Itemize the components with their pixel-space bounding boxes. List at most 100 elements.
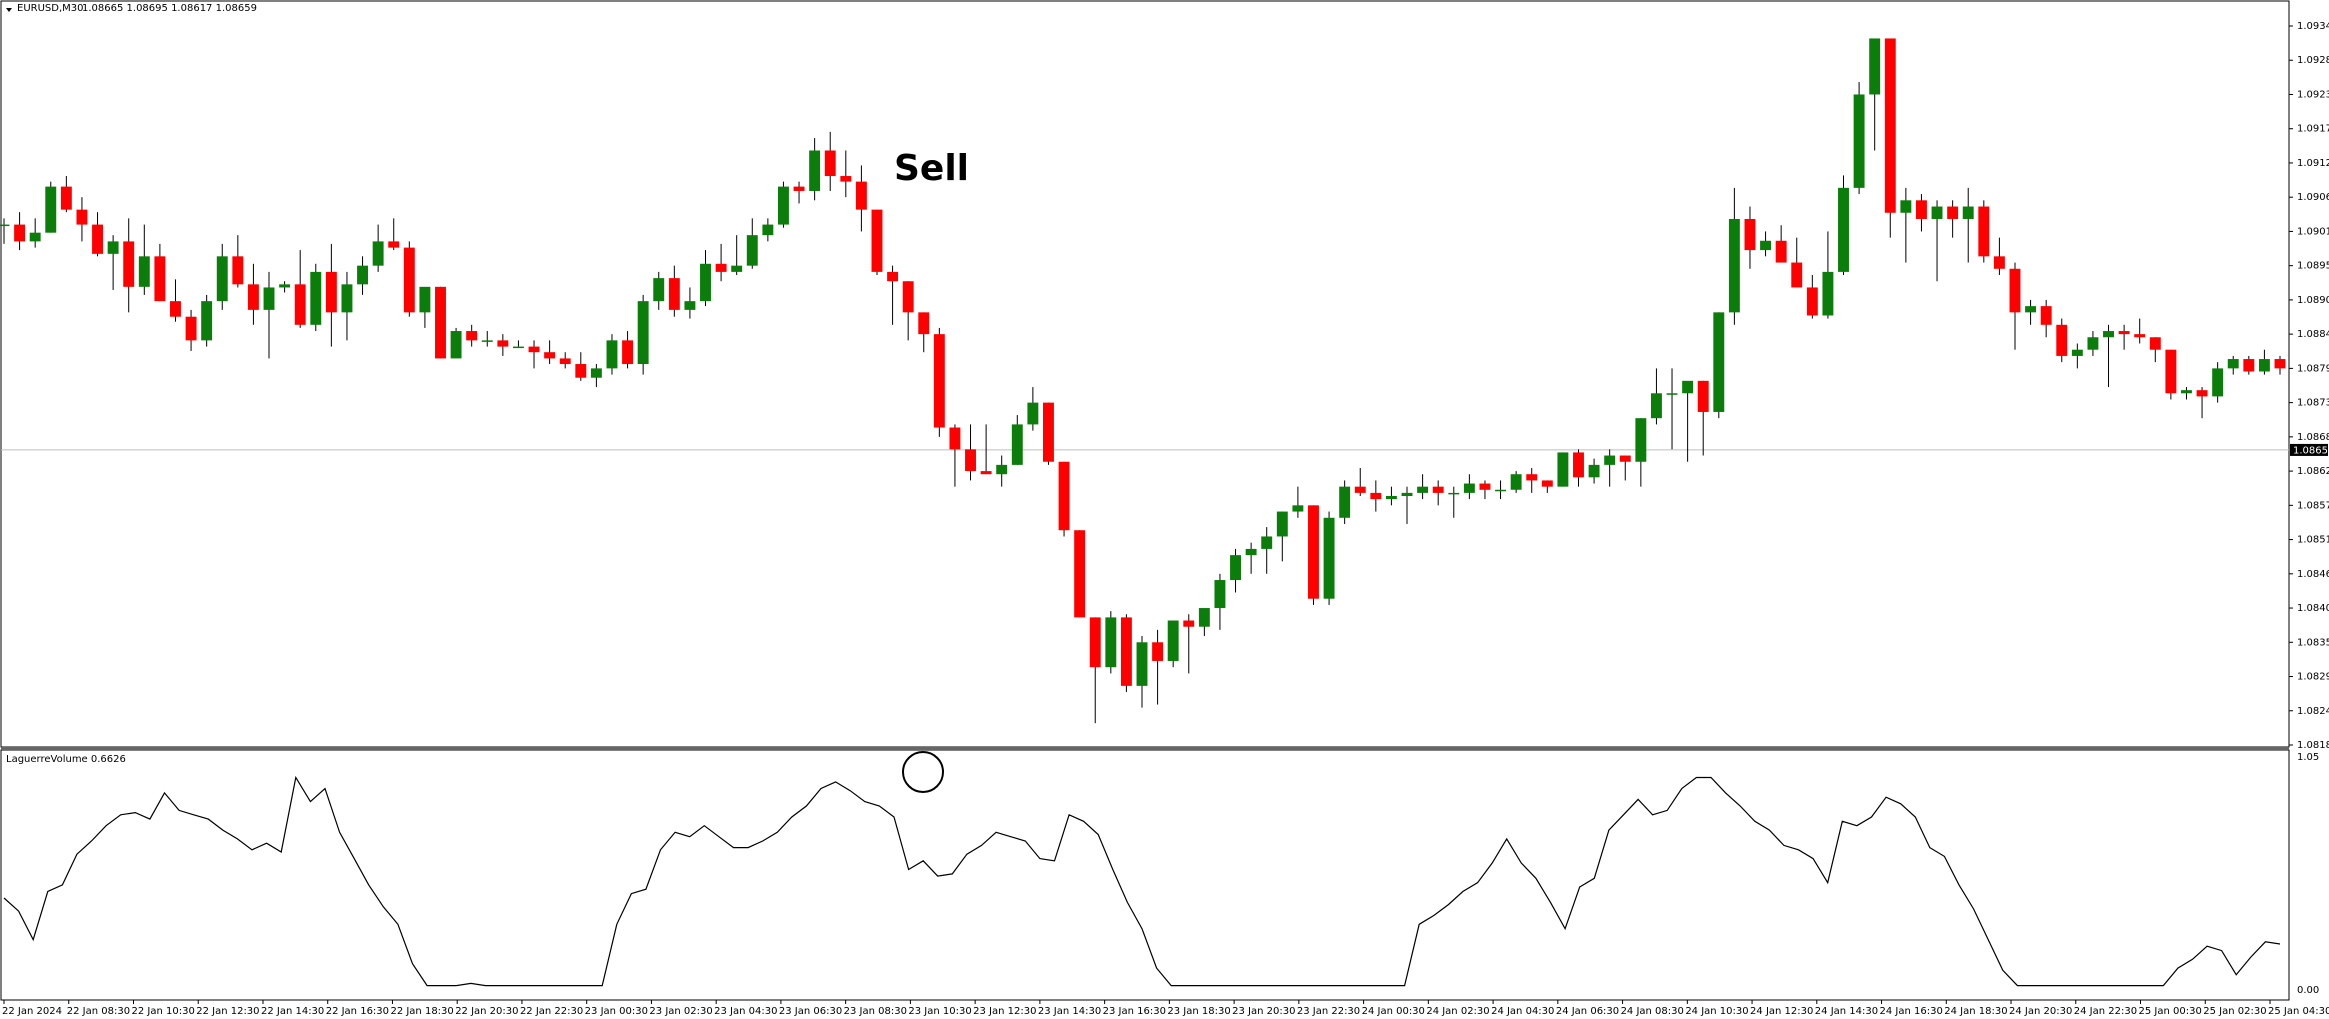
candle-body [731,265,743,272]
candle-body [1760,240,1772,251]
candle-body [840,176,852,182]
time-tick-label: 24 Jan 02:30 [1426,1006,1489,1017]
candle-body [777,186,789,225]
current-price-tag [2290,443,2328,456]
candle-body [855,181,867,210]
candle-body [1853,94,1865,188]
candle-body [45,186,57,233]
candle-body [1136,642,1148,686]
candle-body [1152,642,1164,661]
candle-body [14,224,26,242]
candle-body [201,301,213,341]
candle-body [762,224,774,236]
candle-body [1339,486,1351,518]
candle-body [2227,359,2239,369]
candle-body [279,284,291,288]
time-tick-label: 24 Jan 14:30 [1815,1006,1878,1017]
time-tick-label: 23 Jan 08:30 [844,1006,907,1017]
candle-body [871,209,883,272]
price-tick-label: 1.09285 [2297,55,2329,66]
candle-body [450,331,462,359]
candle-body [918,312,930,335]
time-tick-label: 22 Jan 16:30 [326,1006,389,1017]
candle-body [1245,548,1257,556]
candle-body [1463,483,1475,493]
candle-body [1401,492,1413,496]
candle-body [902,281,914,313]
candle-body [2149,337,2161,350]
candle-body [622,340,634,365]
candle-body [497,340,509,347]
candle-body [1308,505,1319,599]
indicator-pane-frame [0,749,2290,1001]
candle-body [2056,324,2068,356]
candle-body [1011,424,1023,465]
candle-body [1604,455,1616,465]
price-pane-frame [0,0,2290,748]
time-tick-label: 25 Jan 02:30 [2203,1006,2266,1017]
time-tick-label: 23 Jan 00:30 [585,1006,648,1017]
candle-body [1573,452,1584,478]
candle-body [575,364,587,378]
price-tick-label: 1.08900 [2297,295,2329,306]
candle-body [154,256,166,302]
candle-body [2103,331,2114,338]
current-price-label: 1.08659 [2293,445,2329,456]
candle-body [544,352,556,359]
ohlc-readout: 1.08665 1.08695 1.08617 1.08659 [82,3,257,14]
chevron-down-icon[interactable] [6,8,12,12]
candle-body [1198,608,1210,627]
candle-body [419,286,431,313]
candle-body [372,241,384,266]
candle-body [123,241,135,287]
candle-body [1074,530,1086,618]
price-tick-label: 1.09010 [2297,226,2329,237]
price-tick-label: 1.08240 [2297,706,2329,717]
candle-body [325,271,337,313]
candle-body [294,284,306,325]
price-tick-label: 1.08680 [2297,432,2329,443]
candle-body [310,271,322,325]
candle-body [1697,380,1709,412]
symbol-label: EURUSD,M30 [17,3,83,14]
time-tick-label: 24 Jan 04:30 [1491,1006,1554,1017]
candle-body [403,247,415,313]
candle-body [1791,262,1803,288]
candle-body [2118,331,2130,335]
candle-body [232,256,244,285]
candle-body [1354,486,1366,493]
candle-body [965,449,976,472]
price-tick-label: 1.08515 [2297,535,2329,546]
candle-body [1822,271,1834,316]
candle-body [1214,580,1226,609]
price-tick-label: 1.08350 [2297,637,2329,648]
candle-body [1479,483,1491,490]
price-tick-label: 1.08790 [2297,363,2329,374]
candle-body [715,263,727,272]
price-tick-label: 1.08185 [2297,740,2329,751]
candle-body [170,301,181,317]
time-tick-label: 24 Jan 12:30 [1750,1006,1813,1017]
candle-body [1323,517,1335,599]
price-tick-label: 1.08735 [2297,398,2329,409]
candle-body [1588,464,1600,478]
candle-body [1838,187,1849,272]
candle-body [1261,536,1273,549]
candle-body [933,334,945,428]
candle-body [107,241,119,254]
candle-body [1713,312,1725,412]
indicator-axis: 1.05 0.00 [2297,752,2319,996]
candle-body [2274,359,2286,369]
candle-body [793,186,805,191]
indicator-tick-label: 0.00 [2297,985,2319,996]
time-tick-label: 23 Jan 12:30 [973,1006,1036,1017]
price-tick-label: 1.08405 [2297,603,2329,614]
time-tick-label: 23 Jan 14:30 [1038,1006,1101,1017]
time-tick-label: 23 Jan 16:30 [1103,1006,1166,1017]
time-tick-label: 23 Jan 02:30 [649,1006,712,1017]
time-tick-label: 22 Jan 2024 [2,1006,62,1017]
candle-body [2196,390,2208,397]
candle-body [1292,505,1304,512]
candle-body [1448,492,1460,495]
